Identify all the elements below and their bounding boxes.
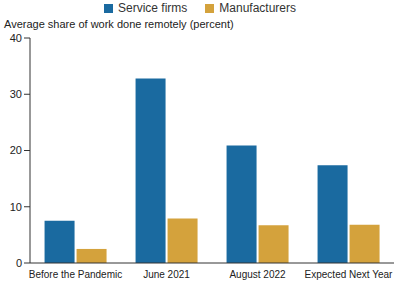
svg-text:Before the Pandemic: Before the Pandemic bbox=[29, 269, 122, 280]
html-text:Average share of work done rem: Average share of work done remotely (per… bbox=[4, 18, 234, 30]
html-text:Service firms: Service firms bbox=[118, 1, 188, 15]
svg-text:August 2022: August 2022 bbox=[229, 269, 286, 280]
svg-text:0: 0 bbox=[16, 257, 22, 269]
html-text:Manufacturers: Manufacturers bbox=[219, 1, 296, 15]
svg-text:June 2021: June 2021 bbox=[143, 269, 190, 280]
svg-text:20: 20 bbox=[10, 144, 22, 156]
svg-text:40: 40 bbox=[10, 32, 22, 44]
svg-text:Expected Next Year: Expected Next Year bbox=[305, 269, 392, 280]
svg-text:10: 10 bbox=[10, 201, 22, 213]
svg-text:30: 30 bbox=[10, 88, 22, 100]
